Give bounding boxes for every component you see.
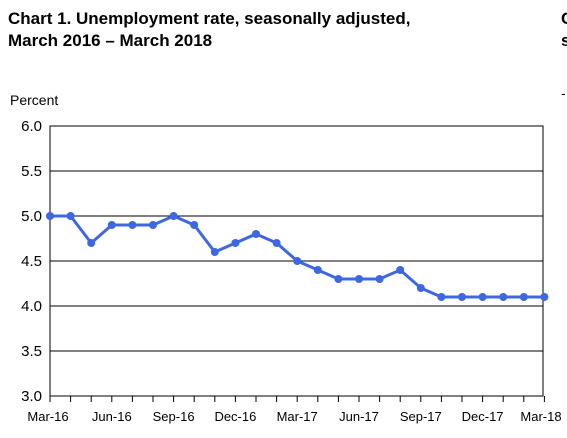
data-point	[128, 221, 137, 229]
clipped-adjacent-mark: -	[561, 85, 566, 101]
x-tick-label: Dec-16	[214, 409, 256, 424]
data-point	[540, 293, 549, 301]
data-point	[210, 248, 219, 256]
chart-title-line-2: March 2016 – March 2018	[8, 31, 213, 50]
data-point	[190, 221, 199, 229]
data-point	[458, 293, 466, 301]
data-point	[87, 239, 96, 247]
data-point	[437, 293, 446, 301]
data-point	[416, 284, 425, 292]
y-tick-label: 3.5	[21, 343, 42, 360]
y-tick-label: 3.0	[21, 388, 42, 405]
clipped-adjacent-title-1: C	[561, 8, 567, 30]
y-axis-ticks: 6.0 5.5 5.0 4.5 4.0 3.5 3.0	[21, 118, 42, 405]
x-tick-label: Jun-17	[339, 409, 379, 424]
x-tick-label: Mar-18	[520, 409, 561, 424]
series-line	[50, 214, 545, 299]
series-points	[46, 212, 549, 301]
y-tick-label: 4.5	[21, 253, 42, 270]
chart-title: Chart 1. Unemployment rate, seasonally a…	[8, 8, 410, 52]
data-point	[313, 266, 322, 274]
x-tick-label: Dec-17	[462, 409, 504, 424]
data-point	[272, 239, 281, 247]
data-point	[252, 230, 260, 238]
data-point	[149, 221, 157, 229]
data-point	[231, 239, 240, 247]
data-point	[519, 293, 528, 301]
x-tick-label: Jun-16	[92, 409, 132, 424]
data-point	[478, 293, 487, 301]
data-point	[293, 257, 302, 265]
data-point	[334, 275, 343, 283]
data-point	[46, 212, 54, 220]
x-tick-label: Mar-16	[27, 409, 68, 424]
y-axis-label: Percent	[10, 92, 58, 108]
data-point	[396, 266, 405, 274]
data-point	[355, 275, 363, 283]
data-point	[169, 212, 178, 220]
y-tick-label: 5.5	[21, 163, 42, 180]
y-tick-label: 5.0	[21, 208, 42, 225]
x-axis-ticks: Mar-16 Jun-16 Sep-16 Dec-16 Mar-17 Jun-17 Sep-…	[27, 396, 562, 424]
chart-title-line-1: Chart 1. Unemployment rate, seasonally a…	[8, 9, 411, 28]
plot-frame	[49, 125, 544, 397]
y-tick-label: 6.0	[21, 118, 42, 135]
data-point	[107, 221, 116, 229]
data-point	[499, 293, 508, 301]
data-point	[375, 275, 384, 283]
x-tick-label: Mar-17	[277, 409, 318, 424]
data-point	[66, 212, 75, 220]
clipped-adjacent-title-2: s	[561, 31, 567, 50]
x-tick-label: Sep-16	[153, 409, 195, 424]
x-tick-label: Sep-17	[400, 409, 442, 424]
y-tick-label: 4.0	[21, 298, 42, 315]
